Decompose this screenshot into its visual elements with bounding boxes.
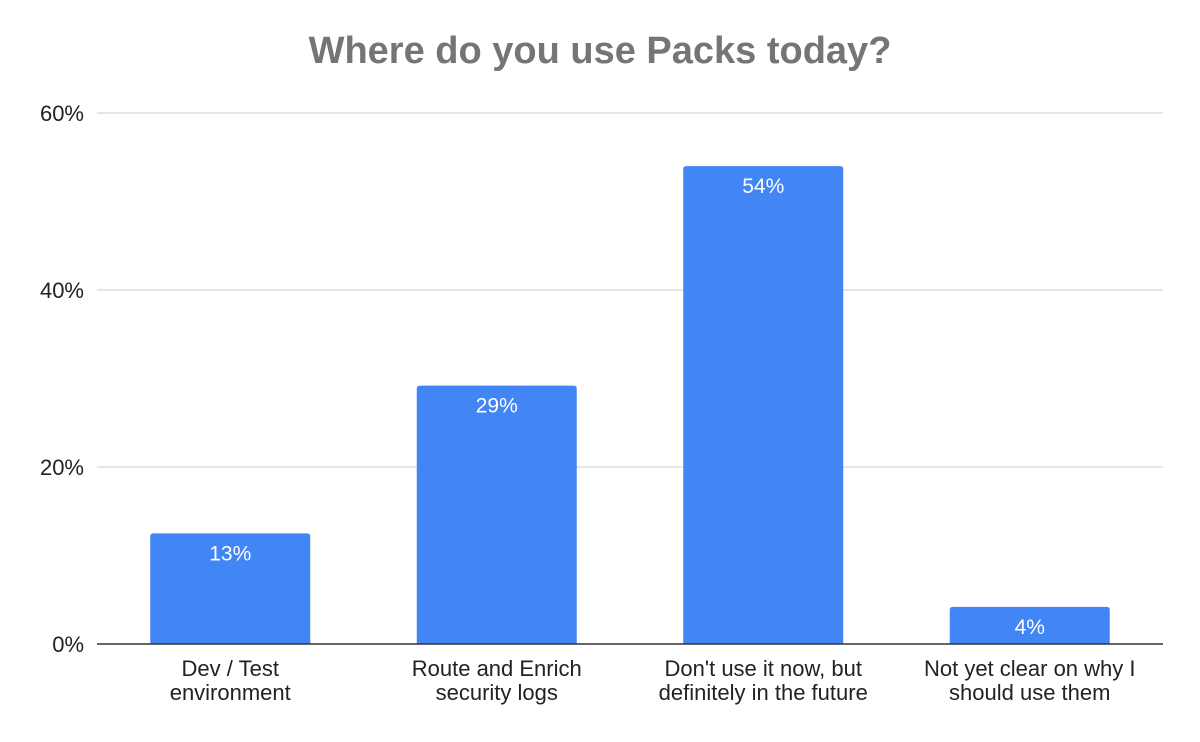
bar-data-label: 13% — [209, 542, 251, 565]
y-tick-label: 20% — [40, 455, 84, 480]
chart-title: Where do you use Packs today? — [308, 30, 892, 72]
x-tick-label: Not yet clear on why I — [924, 656, 1136, 681]
x-tick-label: Don't use it now, but — [665, 656, 862, 681]
x-tick-label: environment — [170, 680, 291, 705]
y-tick-label: 0% — [52, 632, 84, 657]
bar — [683, 166, 844, 644]
y-tick-label: 60% — [40, 101, 84, 126]
bar-data-label: 29% — [476, 395, 518, 418]
x-tick-label: definitely in the future — [659, 680, 868, 705]
y-tick-label: 40% — [40, 278, 84, 303]
x-tick-label: Route and Enrich — [412, 656, 582, 681]
x-tick-label: Dev / Test — [182, 656, 279, 681]
x-tick-label: security logs — [436, 680, 558, 705]
bar-data-label: 54% — [742, 175, 784, 198]
bar-data-label: 4% — [1015, 616, 1045, 639]
bar — [949, 606, 1110, 644]
bar — [150, 533, 311, 644]
bar — [416, 385, 577, 644]
x-tick-label: should use them — [949, 680, 1110, 705]
